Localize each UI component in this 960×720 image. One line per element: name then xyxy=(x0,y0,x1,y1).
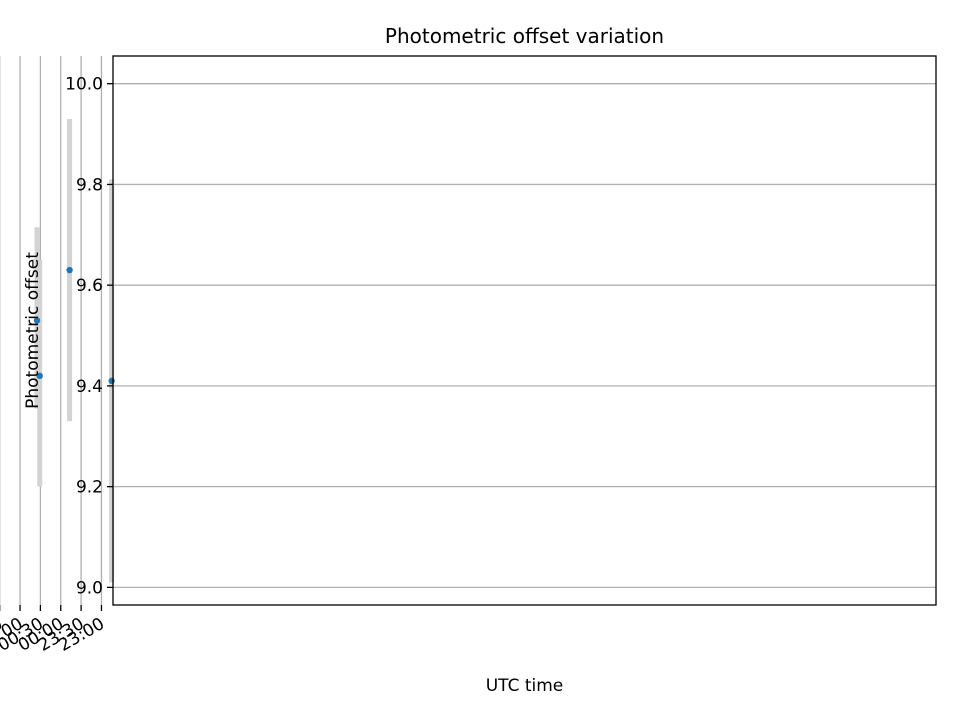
data-point xyxy=(108,377,115,385)
plot-area xyxy=(113,56,936,605)
y-tick-label: 9.0 xyxy=(76,578,103,598)
y-tick-label: 9.6 xyxy=(76,276,103,296)
y-tick-label: 10.0 xyxy=(65,75,103,95)
data-point xyxy=(33,317,41,324)
y-tick-label: 9.2 xyxy=(76,478,103,498)
y-tick-label: 9.4 xyxy=(76,377,103,397)
y-axis-ticks: 9.0 9.2 9.4 9.6 9.8 10.0 xyxy=(65,75,113,598)
y-axis-label: Photometric offset xyxy=(23,252,43,409)
data-points xyxy=(33,266,115,385)
x-axis-label: UTC time xyxy=(486,676,564,696)
data-point xyxy=(36,372,43,380)
grid xyxy=(0,56,936,605)
chart-title: Photometric offset variation xyxy=(385,24,664,48)
data-point xyxy=(66,266,73,274)
plot-frame xyxy=(112,55,937,606)
y-tick-label: 9.8 xyxy=(76,175,103,195)
